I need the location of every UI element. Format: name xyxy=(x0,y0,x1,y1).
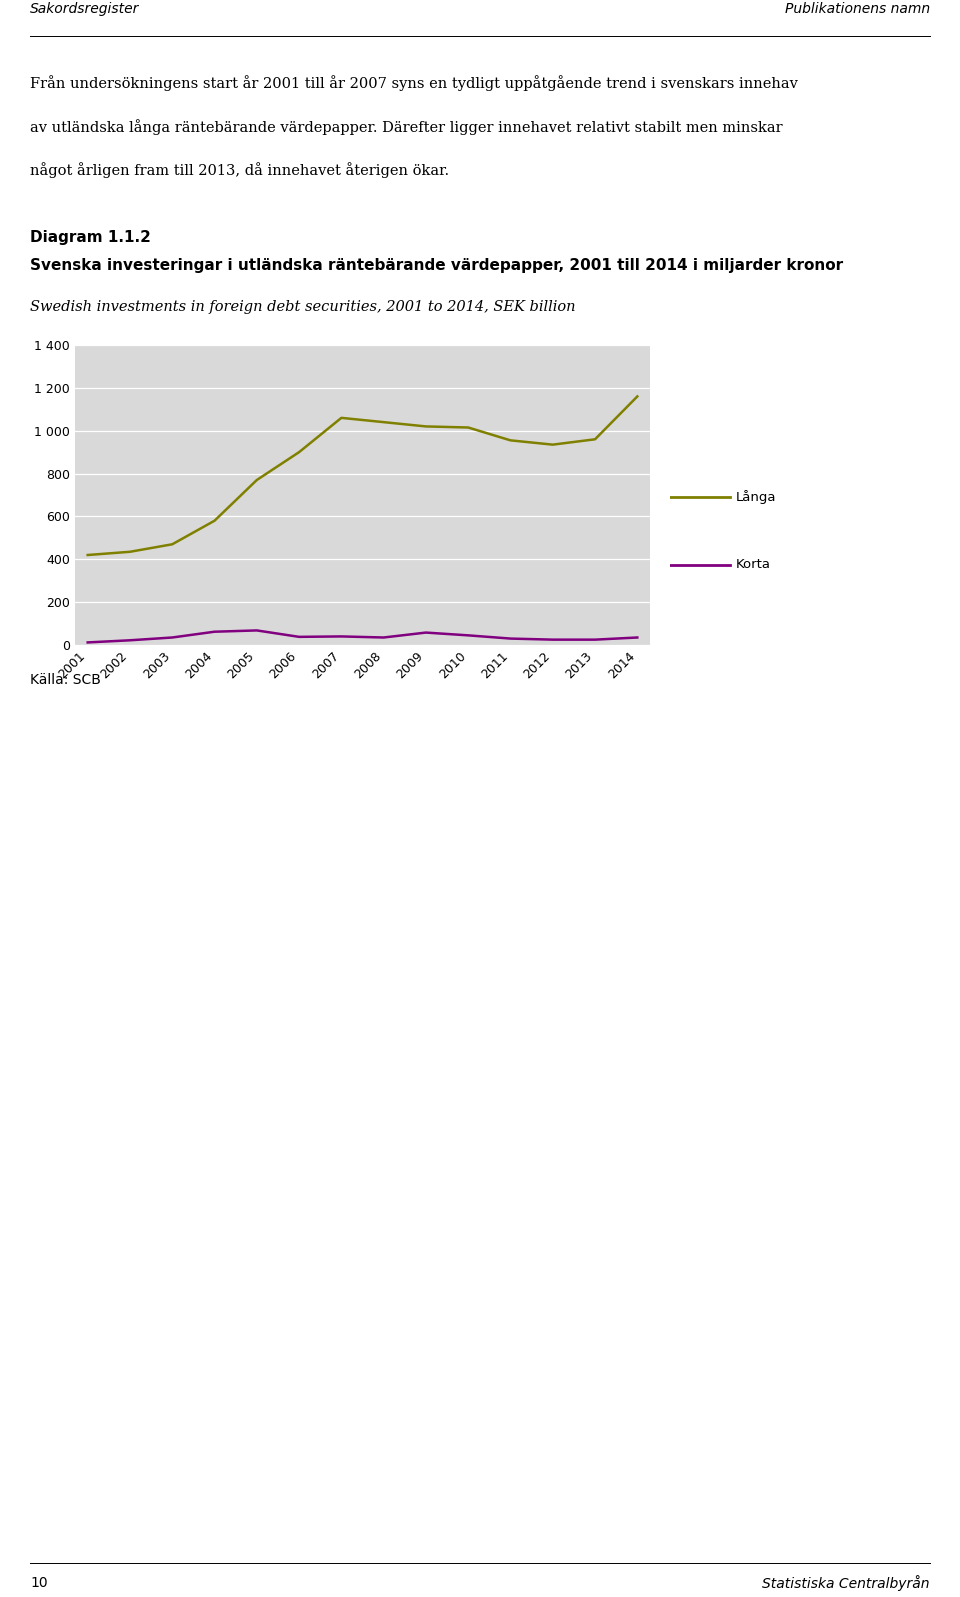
Text: Publikationens namn: Publikationens namn xyxy=(785,2,930,16)
Text: Diagram 1.1.2: Diagram 1.1.2 xyxy=(30,230,151,244)
Text: Från undersökningens start år 2001 till år 2007 syns en tydligt uppåtgående tren: Från undersökningens start år 2001 till … xyxy=(30,75,798,91)
Text: Swedish investments in foreign debt securities, 2001 to 2014, SEK billion: Swedish investments in foreign debt secu… xyxy=(30,300,575,315)
Text: Statistiska Centralbyrån: Statistiska Centralbyrån xyxy=(762,1575,930,1591)
Text: Källa: SCB: Källa: SCB xyxy=(30,672,101,687)
Text: Långa: Långa xyxy=(736,490,777,503)
Text: Korta: Korta xyxy=(736,559,771,572)
Text: Svenska investeringar i utländska räntebärande värdepapper, 2001 till 2014 i mil: Svenska investeringar i utländska ränteb… xyxy=(30,259,843,273)
Text: av utländska långa räntebärande värdepapper. Därefter ligger innehavet relativt : av utländska långa räntebärande värdepap… xyxy=(30,118,782,134)
Text: 10: 10 xyxy=(30,1576,48,1591)
Text: något årligen fram till 2013, då innehavet återigen ökar.: något årligen fram till 2013, då innehav… xyxy=(30,163,449,179)
Text: Sakordsregister: Sakordsregister xyxy=(30,2,139,16)
